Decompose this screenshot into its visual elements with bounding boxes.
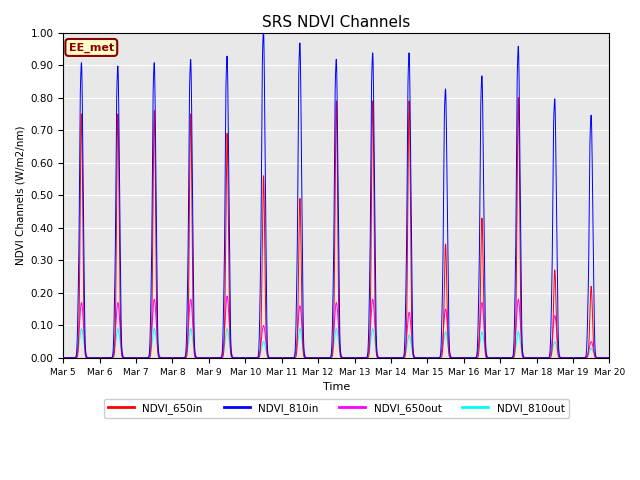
X-axis label: Time: Time — [323, 382, 350, 392]
Legend: NDVI_650in, NDVI_810in, NDVI_650out, NDVI_810out: NDVI_650in, NDVI_810in, NDVI_650out, NDV… — [104, 398, 569, 418]
Title: SRS NDVI Channels: SRS NDVI Channels — [262, 15, 410, 30]
Y-axis label: NDVI Channels (W/m2/nm): NDVI Channels (W/m2/nm) — [15, 125, 25, 265]
Text: EE_met: EE_met — [68, 42, 114, 53]
